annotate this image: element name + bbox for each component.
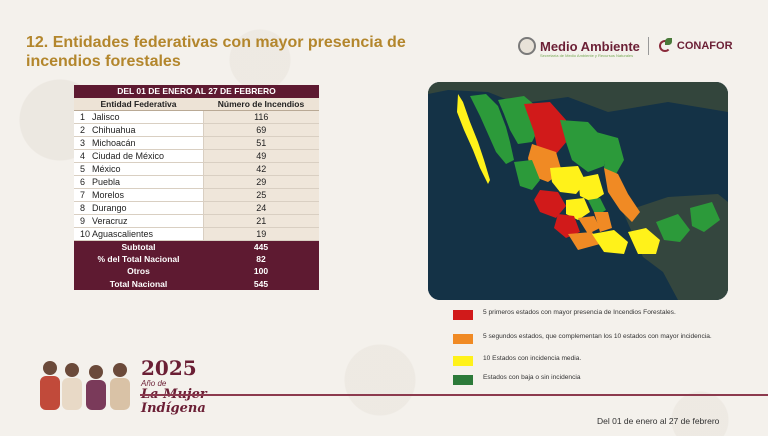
legend-swatch xyxy=(453,375,473,385)
row-count: 19 xyxy=(202,227,319,241)
summary-label: % del Total Nacional xyxy=(74,252,203,265)
legend-swatch xyxy=(453,310,473,320)
legend-text: 10 Estados con incidencia media. xyxy=(483,355,582,362)
column-header-count: Número de Incendios xyxy=(203,97,319,111)
ano-text: Año de xyxy=(141,379,167,388)
row-rank: 9 xyxy=(74,214,91,228)
row-rank: 5 xyxy=(74,162,91,176)
row-entity: Morelos xyxy=(90,188,203,202)
table-row: 9 Veracruz 21 xyxy=(74,214,319,228)
summary-label: Otros xyxy=(74,265,203,278)
row-count: 24 xyxy=(202,201,319,215)
table-row: 8 Durango 24 xyxy=(74,201,319,215)
indigena-text: Indígena xyxy=(141,401,206,416)
table-row: 1 Jalisco 116 xyxy=(74,110,319,124)
table-row: 4 Ciudad de México 49 xyxy=(74,149,319,163)
row-count: 21 xyxy=(202,214,319,228)
row-entity: Veracruz xyxy=(90,214,203,228)
row-rank: 1 xyxy=(74,110,91,124)
summary-row: Subtotal 445 xyxy=(74,240,319,253)
footer-date: Del 01 de enero al 27 de febrero xyxy=(597,416,720,426)
table-row: 3 Michoacán 51 xyxy=(74,136,319,150)
year-text: 2025 xyxy=(141,356,197,380)
government-seal-icon xyxy=(518,37,536,55)
table-row: 7 Morelos 25 xyxy=(74,188,319,202)
legend-swatch xyxy=(453,334,473,344)
map-svg xyxy=(428,82,728,300)
page-title: 12. Entidades federativas con mayor pres… xyxy=(26,34,406,70)
legend-text: 5 segundos estados, que complementan los… xyxy=(483,333,712,340)
legend-item-medium: 10 Estados con incidencia media. xyxy=(453,355,723,366)
row-count: 25 xyxy=(202,188,319,202)
summary-value: 82 xyxy=(203,252,319,265)
row-entity: Ciudad de México xyxy=(90,149,203,163)
legend-swatch xyxy=(453,356,473,366)
table-row: 10 Aguascalientes 19 xyxy=(74,227,319,241)
row-rank: 4 xyxy=(74,149,91,163)
row-count: 69 xyxy=(202,123,319,137)
header-logos: Medio Ambiente CONAFOR xyxy=(518,36,733,56)
summary-row: Otros 100 xyxy=(74,265,319,278)
medio-ambiente-subtitle: Secretaría de Medio Ambiente y Recursos … xyxy=(540,53,634,58)
conafor-leaf-icon xyxy=(657,37,675,55)
row-count: 116 xyxy=(202,110,319,124)
row-rank: 7 xyxy=(74,188,91,202)
logo-divider xyxy=(647,37,649,55)
row-count: 51 xyxy=(202,136,319,150)
mexico-map xyxy=(428,82,728,300)
summary-label: Total Nacional xyxy=(74,277,203,290)
summary-row: % del Total Nacional 82 xyxy=(74,252,319,265)
row-count: 29 xyxy=(202,175,319,189)
row-entity: Chihuahua xyxy=(90,123,203,137)
footer-divider xyxy=(140,394,768,396)
row-entity: México xyxy=(90,162,203,176)
row-rank: 8 xyxy=(74,201,91,215)
table-row: 5 México 42 xyxy=(74,162,319,176)
row-rank: 2 xyxy=(74,123,91,137)
summary-value: 445 xyxy=(203,240,319,253)
row-entity: Michoacán xyxy=(90,136,203,150)
legend-text: Estados con baja o sin incidencia xyxy=(483,374,581,381)
row-entity: Durango xyxy=(90,201,203,215)
table-row: 6 Puebla 29 xyxy=(74,175,319,189)
column-header-entity: Entidad Federativa xyxy=(74,97,203,111)
row-rank: 10 xyxy=(74,227,91,241)
row-count: 49 xyxy=(202,149,319,163)
summary-value: 100 xyxy=(203,265,319,278)
row-rank: 3 xyxy=(74,136,91,150)
summary-label: Subtotal xyxy=(74,240,203,253)
row-entity: Jalisco xyxy=(90,110,203,124)
wildfire-table: DEL 01 DE ENERO AL 27 DE FEBRERO Entidad… xyxy=(74,85,319,290)
table-row: 2 Chihuahua 69 xyxy=(74,123,319,137)
row-rank: 6 xyxy=(74,175,91,189)
row-count: 42 xyxy=(202,162,319,176)
medio-ambiente-logo: Medio Ambiente xyxy=(540,38,640,54)
summary-value: 545 xyxy=(203,277,319,290)
row-entity: Aguascalientes xyxy=(90,227,203,241)
summary-row: Total Nacional 545 xyxy=(74,277,319,290)
legend-text: 5 primeros estados con mayor presencia d… xyxy=(483,309,676,316)
conafor-logo: CONAFOR xyxy=(676,40,733,52)
row-entity: Puebla xyxy=(90,175,203,189)
indigenous-women-illustration xyxy=(40,361,130,410)
table-period: DEL 01 DE ENERO AL 27 DE FEBRERO xyxy=(74,85,319,98)
legend-item-next5: 5 segundos estados, que complementan los… xyxy=(453,333,723,344)
legend-item-low: Estados con baja o sin incidencia xyxy=(453,374,723,385)
legend-item-top5: 5 primeros estados con mayor presencia d… xyxy=(453,309,723,320)
